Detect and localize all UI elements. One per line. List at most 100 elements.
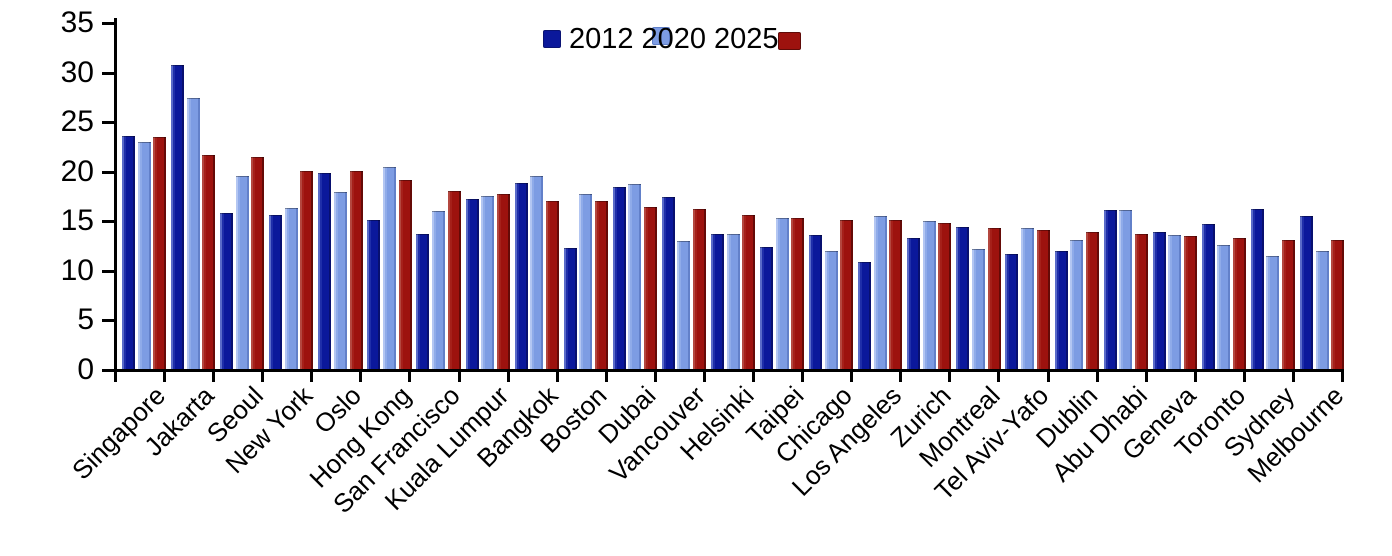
bar-2025 [1282,240,1296,369]
bar-2020 [824,251,838,369]
bar-2020 [677,241,691,369]
x-axis-line [114,369,1344,372]
y-axis-tick-label: 25 [60,105,94,139]
bar-2012 [1103,210,1117,369]
bar-2025 [791,218,805,369]
x-axis-tick [506,369,510,382]
bar-group-melbourne [1295,22,1345,369]
bar-group-chicago [804,22,854,369]
bar-2025 [447,190,461,369]
legend-marker-2025 [777,32,801,50]
x-axis-tick [997,369,1001,382]
x-axis-tick [359,369,363,382]
y-axis-tick [102,220,114,224]
bar-2020 [971,249,985,369]
bar-2012 [1250,209,1264,369]
y-axis-line [114,18,117,372]
bar-group-new-york [264,22,314,369]
legend-marker-2020 [651,27,670,45]
bar-2012 [514,182,528,369]
bar-2020 [235,175,249,369]
bar-2020 [1168,235,1182,369]
bar-2025 [153,137,167,369]
y-axis-tick [102,170,114,174]
x-axis-tick [163,369,167,382]
x-axis-tick [702,369,706,382]
bar-group-bangkok [510,22,559,369]
bar-2012 [612,186,626,369]
bar-group-abu-dhabi [1099,22,1148,369]
y-axis-tick-label: 30 [60,55,94,89]
x-axis-tick [408,369,412,382]
bar-2020 [137,142,151,369]
bar-2012 [710,234,724,369]
bar-2025 [1183,236,1197,369]
bar-2025 [938,223,952,369]
legend-label-2012: 2012 [569,23,634,55]
x-axis-tick [1046,369,1050,382]
bar-group-taipei [755,22,805,369]
x-axis-tick [261,369,265,382]
y-axis-tick [102,71,114,75]
bar-2012 [1201,224,1215,369]
x-axis-tick [310,369,314,382]
bar-2012 [171,64,185,369]
bar-group-san-francisco [411,22,461,369]
bar-group-helsinki [706,22,756,369]
y-axis-tick-label: 35 [60,6,94,39]
bar-group-boston [559,22,608,369]
bar-group-jakarta [166,22,216,369]
bar-2025 [742,215,756,369]
bar-2020 [775,218,789,369]
legend-label-2020: 2020 [641,23,707,55]
bar-2012 [1054,251,1068,369]
bar-2020 [1070,240,1084,369]
x-axis-tick [604,369,608,382]
bar-2020 [1119,210,1133,369]
x-axis-tick [850,369,854,382]
bar-2012 [318,172,332,369]
bar-group-geneva [1148,22,1197,369]
bar-group-kuala-lumpur [461,22,510,369]
bar-2020 [333,191,347,369]
bar-group-toronto [1197,22,1246,369]
bar-2025 [398,179,412,369]
bar-2020 [726,234,740,369]
x-axis-tick [555,369,559,382]
bar-2020 [922,221,936,369]
y-axis-tick [102,22,114,25]
bar-group-vancouver [657,22,707,369]
bar-group-montreal [951,22,1001,369]
y-axis-tick-label: 10 [60,253,94,287]
y-axis-tick-label: 0 [77,353,94,386]
bar-2025 [300,170,314,369]
bar-2012 [907,238,921,369]
bar-2012 [269,215,283,369]
y-axis-tick [102,121,114,125]
bar-2012 [956,227,970,369]
bar-2020 [1315,251,1329,369]
bar-2025 [643,207,657,369]
bar-2025 [202,154,216,369]
bar-2025 [1036,230,1050,369]
x-axis-tick [948,369,952,382]
bar-2020 [382,166,396,369]
bar-group-los-angeles [853,22,903,369]
bar-2025 [1232,238,1246,369]
bar-2012 [367,220,381,369]
y-axis-tick [102,319,114,323]
bar-2025 [349,170,363,369]
bar-2012 [809,235,823,369]
bar-group-zurich [902,22,952,369]
bar-2012 [1005,254,1019,369]
x-axis-tick [114,369,117,382]
x-axis-tick [1341,369,1344,382]
chart-legend: 2012 2020 2025 [543,23,801,55]
x-axis-tick [1144,369,1148,382]
bar-group-seoul [215,22,265,369]
bar-2012 [220,213,234,369]
bar-2012 [1152,232,1166,369]
bar-2025 [693,209,707,369]
bar-2020 [579,193,593,369]
